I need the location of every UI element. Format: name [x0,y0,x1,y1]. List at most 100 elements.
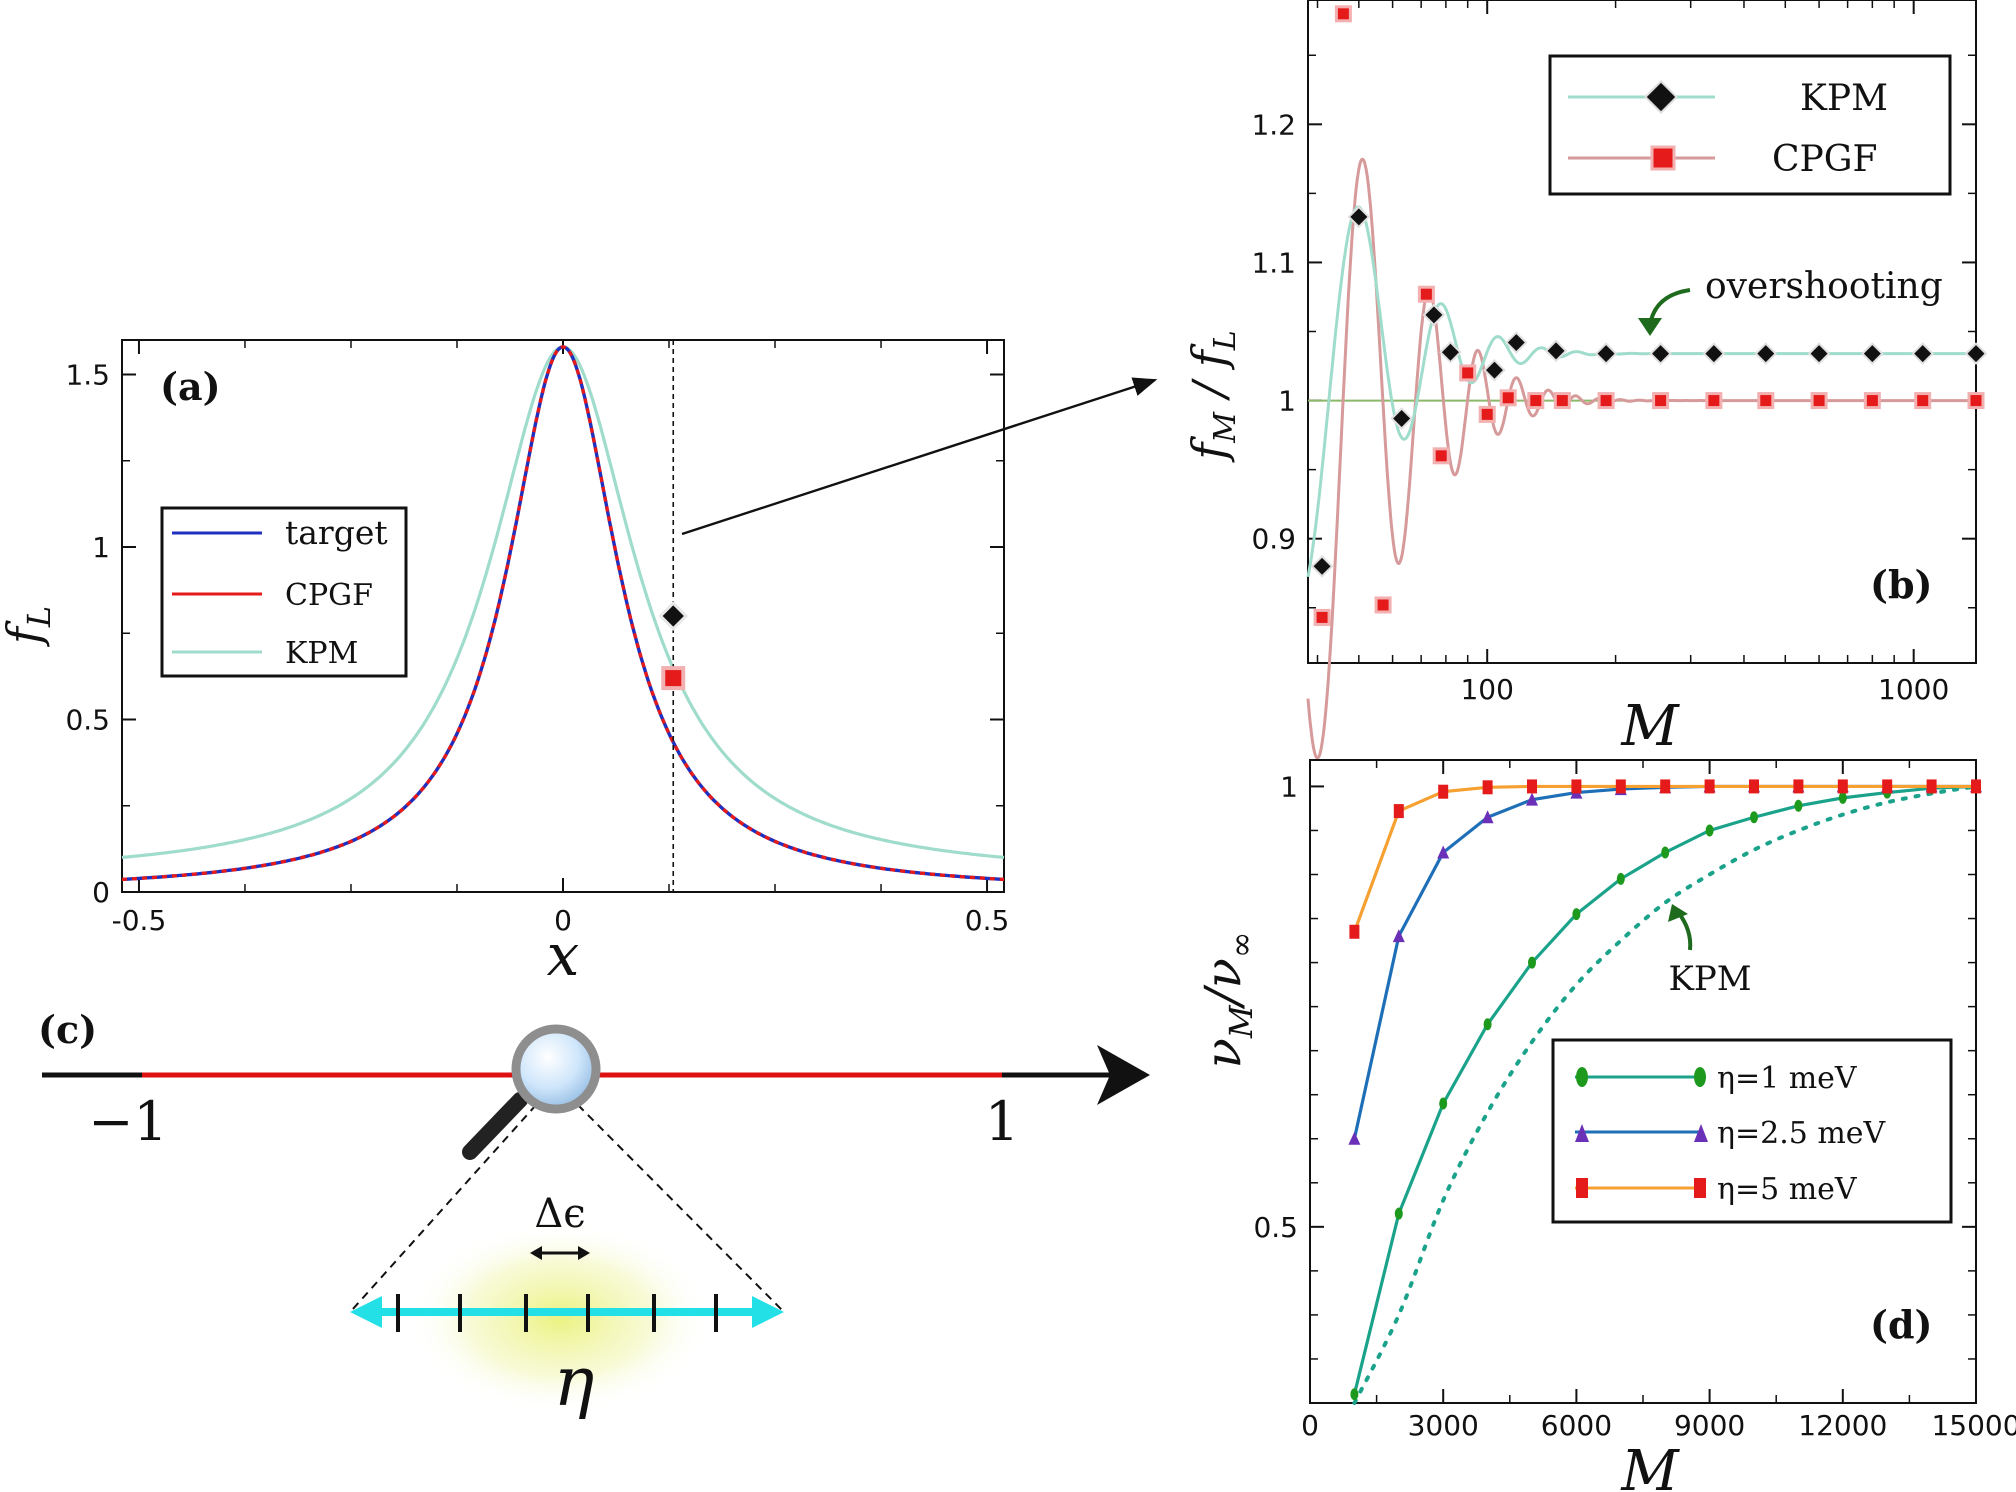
panel-d-xlabel: M [1620,1439,1680,1492]
panel-d-kpm-arrowhead [1668,904,1688,922]
legend-kpm: KPM [285,636,358,671]
svg-text:fM / fL: fM / fL [1182,330,1243,462]
legend-b-kpm: KPM [1800,78,1888,119]
eta5-point [1571,779,1582,794]
y-tick-label: 1.1 [1251,246,1296,279]
right-bound-label: 1 [985,1090,1019,1153]
cpgf-point [1374,596,1392,614]
legend-eta25: η=2.5 meV [1717,1116,1887,1151]
panel-b: 100 1000 0.9 1 1.1 1.2 (b) M fM / fL KPM CPGF… [1182,0,1988,760]
legend-cpgf-square-icon [1650,145,1676,171]
number-line-arrowhead [1097,1045,1150,1105]
cpgf-point [1705,392,1723,410]
series-kpm-dotted [1352,784,1978,1405]
kpm-point [1483,358,1506,382]
eta5-point [1837,779,1848,794]
panel-b-ticks: 100 1000 0.9 1 1.1 1.2 [1251,0,1976,706]
eta1-point [1750,811,1758,824]
panel-c-label: (c) [38,1007,97,1052]
eta5-point [1704,779,1715,794]
x-tick-label: -0.5 [112,904,167,937]
eta1-point [1616,872,1625,885]
eta-label: η [554,1343,595,1422]
series-cpgf-line [121,345,1005,882]
overshooting-arrowhead [1638,318,1662,336]
panel-a: -0.5 0 0.500.511.5 (a) x fL target CPGF KP… [0,339,1009,989]
eta5-point [1615,779,1626,794]
cpgf-point [1810,392,1828,410]
kpm-point [1964,342,1988,365]
cpgf-point [1527,392,1545,410]
legend-eta1: η=1 meV [1717,1061,1858,1096]
kpm-point [1911,342,1935,365]
series-cpgf-curve [1306,157,1976,760]
magnifier-icon [462,1024,601,1160]
left-bound-label: −1 [88,1090,168,1153]
panel-d-series [1348,779,1982,1405]
panel-d-ticks: 0 3000 6000 9000 12000 15000 0.5 1 [1253,760,2016,1442]
x-tick-label: 0 [1301,1409,1319,1442]
panel-a-ticks: -0.5 0 0.500.511.5 [65,340,1009,937]
cpgf-marker [661,666,686,691]
cpgf-point [1499,389,1517,407]
cpgf-point [1459,364,1477,382]
eta1-point [1483,1018,1492,1031]
legend-target: target [285,513,388,552]
eta25-point [1481,810,1494,824]
y-tick-label: 1.5 [65,359,110,392]
y-tick-label: 1 [1280,770,1298,803]
eta5-point [1749,779,1759,794]
cpgf-point [1597,392,1615,410]
panel-b-label: (b) [1870,562,1933,607]
resolution-glow [410,1223,710,1413]
eta5-point [1482,780,1493,795]
panel-d-ylabel: νM/ν∞ [1194,931,1260,1068]
series-kpm-curve [1306,205,1976,578]
delta-epsilon-label: Δϵ [534,1191,585,1237]
eta25-point [1392,929,1405,943]
eta25-point [1526,792,1538,806]
kpm-point [1347,205,1371,229]
legend-cpgf: CPGF [285,578,373,613]
x-tick-label: 0.5 [965,904,1010,937]
panel-b-ylabel: fM / fL [1182,330,1243,462]
eta5-point [1971,779,1981,794]
y-tick-label: 0 [92,876,110,909]
eta1-point [1794,799,1803,812]
eta1-point [1838,791,1847,804]
delta-epsilon-arrowheads [530,1246,590,1260]
overshooting-annotation: overshooting [1705,266,1943,307]
panel-b-markers [1310,5,1988,626]
kpm-point [1649,342,1672,365]
legend-eta5: η=5 meV [1717,1172,1858,1207]
panel-a-legend: target CPGF KPM [160,506,408,678]
y-tick-label: 0.5 [1253,1211,1298,1244]
x-tick-label: 100 [1460,673,1513,706]
x-tick-label: 0 [554,904,572,937]
y-tick-label: 1.2 [1251,108,1296,141]
eta5-point [1438,784,1449,799]
eta5-point [1393,804,1404,819]
panel-c: (c) −1 1 Δϵ η [38,1007,1150,1422]
zoom-line-right [577,1104,783,1311]
eta5-point [1926,779,1937,794]
panel-b-legend: KPM CPGF [1548,54,1952,196]
kpm-point [1310,554,1334,578]
eta-left-arrowhead [350,1296,382,1328]
cpgf-point [1417,285,1435,303]
panel-d-label: (d) [1870,1302,1933,1347]
eta1-point [1705,824,1714,837]
eta5-point [1527,779,1537,794]
kpm-point [1439,340,1462,364]
cpgf-point [1757,392,1775,410]
panel-d-legend: η=1 meV η=2.5 meV η=5 meV [1551,1038,1953,1224]
eta25-point [1437,845,1450,859]
panel-a-markers [658,601,689,691]
x-tick-label: 15000 [1931,1409,2016,1442]
panel-d-kpm-arrow [1676,910,1693,951]
y-tick-label: 1 [92,531,110,564]
panel-a-ylabel: fL [0,606,58,647]
panel-a-xlabel: x [547,921,580,989]
zoom-line-left [351,1104,537,1311]
